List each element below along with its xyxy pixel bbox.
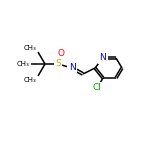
Text: Cl: Cl: [93, 83, 101, 93]
Text: CH₃: CH₃: [23, 77, 36, 83]
Text: N: N: [100, 54, 106, 62]
Text: CH₃: CH₃: [23, 45, 36, 51]
Text: CH₃: CH₃: [16, 61, 29, 67]
Text: O: O: [57, 48, 64, 57]
Text: N: N: [69, 64, 75, 73]
Text: S: S: [55, 59, 61, 69]
